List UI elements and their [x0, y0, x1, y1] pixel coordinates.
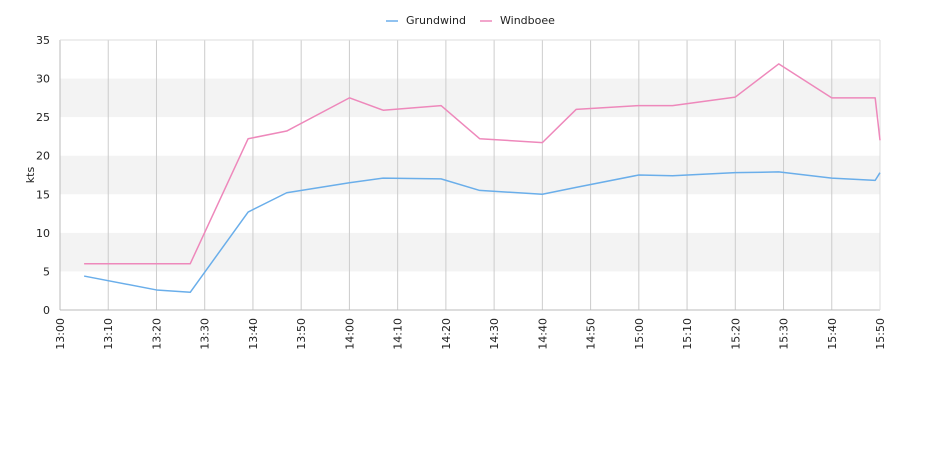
- y-axis-title: kts: [24, 167, 37, 184]
- series-lines: [83, 63, 881, 294]
- x-tick-label: 14:50: [585, 318, 598, 350]
- x-tick-label: 15:40: [826, 318, 839, 350]
- x-tick-label: 14:00: [343, 318, 356, 350]
- y-tick-labels: 0 5 10 15 20 25 30 35: [36, 34, 50, 317]
- y-tick-label: 35: [36, 34, 50, 47]
- x-tick-label: 14:30: [488, 318, 501, 350]
- x-tick-label: 13:30: [199, 318, 212, 350]
- x-tick-labels: 13:00 13:10 13:20 13:30 13:40 13:50 14:00 14:10…: [54, 318, 887, 350]
- x-tick-label: 14:10: [392, 318, 405, 350]
- plot-band: [60, 155, 880, 195]
- legend-label-grundwind: Grundwind: [406, 14, 466, 27]
- y-tick-label: 25: [36, 111, 50, 124]
- x-tick-label: 15:50: [874, 318, 887, 350]
- x-tick-label: 15:00: [633, 318, 646, 350]
- axes: [59, 39, 881, 311]
- plot-band: [60, 78, 880, 118]
- x-tick-label: 15:30: [778, 318, 791, 350]
- y-tick-label: 0: [43, 304, 50, 317]
- x-tick-label: 13:40: [247, 318, 260, 350]
- series-line-grundwind: [83, 171, 881, 294]
- x-tick-label: 13:20: [150, 318, 163, 350]
- x-tick-label: 15:10: [681, 318, 694, 350]
- y-tick-label: 5: [43, 265, 50, 278]
- x-tick-label: 14:20: [440, 318, 453, 350]
- plot-bands: [60, 78, 880, 272]
- y-tick-label: 30: [36, 73, 50, 86]
- legend-label-windboee: Windboee: [500, 14, 555, 27]
- series-line-windboee: [84, 63, 881, 265]
- y-tick-label: 20: [36, 150, 50, 163]
- plot-band: [60, 232, 880, 272]
- x-tick-label: 13:00: [54, 318, 67, 350]
- x-tick-label: 13:10: [102, 318, 115, 350]
- legend: Grundwind Windboee: [386, 14, 555, 27]
- x-tick-label: 15:20: [729, 318, 742, 350]
- x-tick-label: 13:50: [295, 318, 308, 350]
- y-tick-label: 10: [36, 227, 50, 240]
- x-tick-label: 14:40: [536, 318, 549, 350]
- y-tick-label: 15: [36, 188, 50, 201]
